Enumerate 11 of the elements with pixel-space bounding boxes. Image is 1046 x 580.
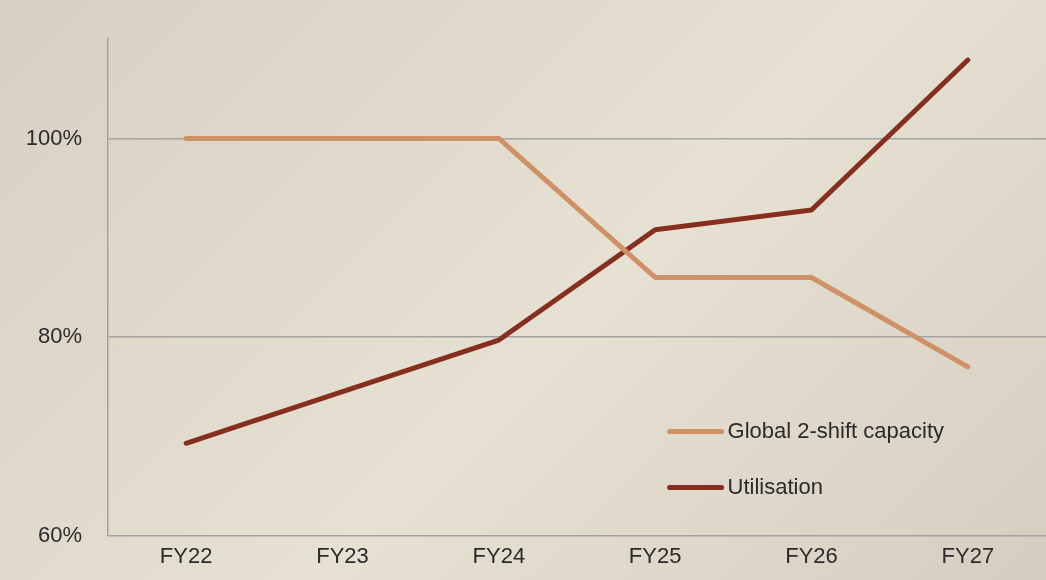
legend-label: Utilisation (727, 473, 823, 499)
y-tick-label: 80% (37, 323, 82, 349)
x-tick-label: FY23 (316, 542, 369, 568)
x-tick-label: FY24 (472, 542, 526, 568)
x-tick-label: FY25 (628, 542, 682, 568)
x-tick-label: FY22 (159, 542, 213, 568)
y-tick-label: 60% (37, 521, 82, 547)
y-tick-label: 100% (25, 124, 82, 150)
legend-label: Global 2-shift capacity (727, 417, 944, 443)
x-tick-label: FY27 (941, 542, 995, 568)
x-tick-label: FY26 (785, 542, 838, 568)
